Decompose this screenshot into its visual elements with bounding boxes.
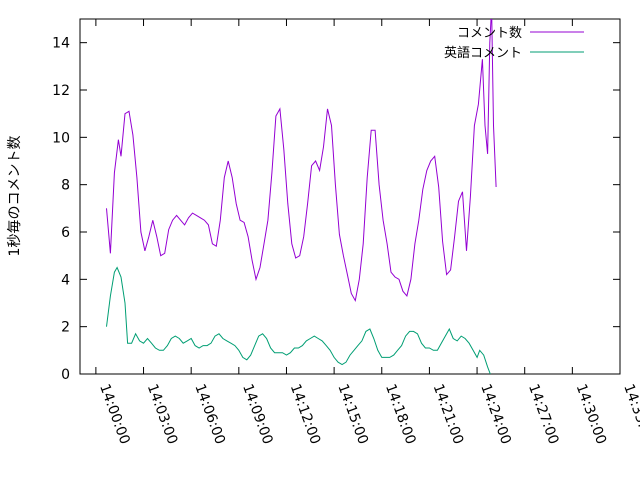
series-line-comments — [106, 19, 497, 303]
y-tick-label: 4 — [61, 272, 70, 288]
y-tick-label: 6 — [61, 225, 70, 241]
y-tick-label: 12 — [52, 83, 70, 99]
legend-label-english-comments: 英語コメント — [444, 45, 522, 61]
legend: コメント数 英語コメント — [444, 26, 584, 61]
x-tick-label: 14:06:00 — [191, 382, 228, 447]
x-tick-label: 14:27:00 — [525, 382, 562, 447]
x-tick-label: 14:03:00 — [144, 382, 181, 447]
x-tick-label: 14:33:00 — [620, 382, 640, 447]
x-tick-label: 14:21:00 — [430, 382, 467, 447]
x-tick-label: 14:00:00 — [96, 382, 133, 447]
series-line-english-comments — [106, 266, 491, 374]
plot-frame — [79, 18, 621, 375]
y-tick-label: 8 — [61, 178, 70, 194]
x-tick-label: 14:09:00 — [239, 382, 276, 447]
y-tick-label: 0 — [61, 367, 70, 383]
y-tick-label: 2 — [61, 320, 70, 336]
x-axis-ticks: 14:00:00 14:03:00 14:06:00 14:09:00 14:12:00… — [95, 19, 640, 447]
legend-label-comments: コメント数 — [457, 26, 522, 41]
y-axis-label: 1秒毎のコメント数 — [7, 136, 23, 257]
x-tick-label: 14:30:00 — [573, 382, 610, 447]
x-tick-label: 14:18:00 — [382, 382, 419, 447]
x-tick-label: 14:24:00 — [477, 382, 514, 447]
y-tick-label: 10 — [52, 130, 70, 146]
x-tick-label: 14:15:00 — [334, 382, 371, 447]
y-tick-label: 14 — [52, 36, 70, 52]
series-layer — [106, 19, 497, 374]
x-tick-label: 14:12:00 — [287, 382, 324, 447]
y-axis-ticks: 0 2 4 6 8 10 12 14 — [52, 36, 620, 383]
